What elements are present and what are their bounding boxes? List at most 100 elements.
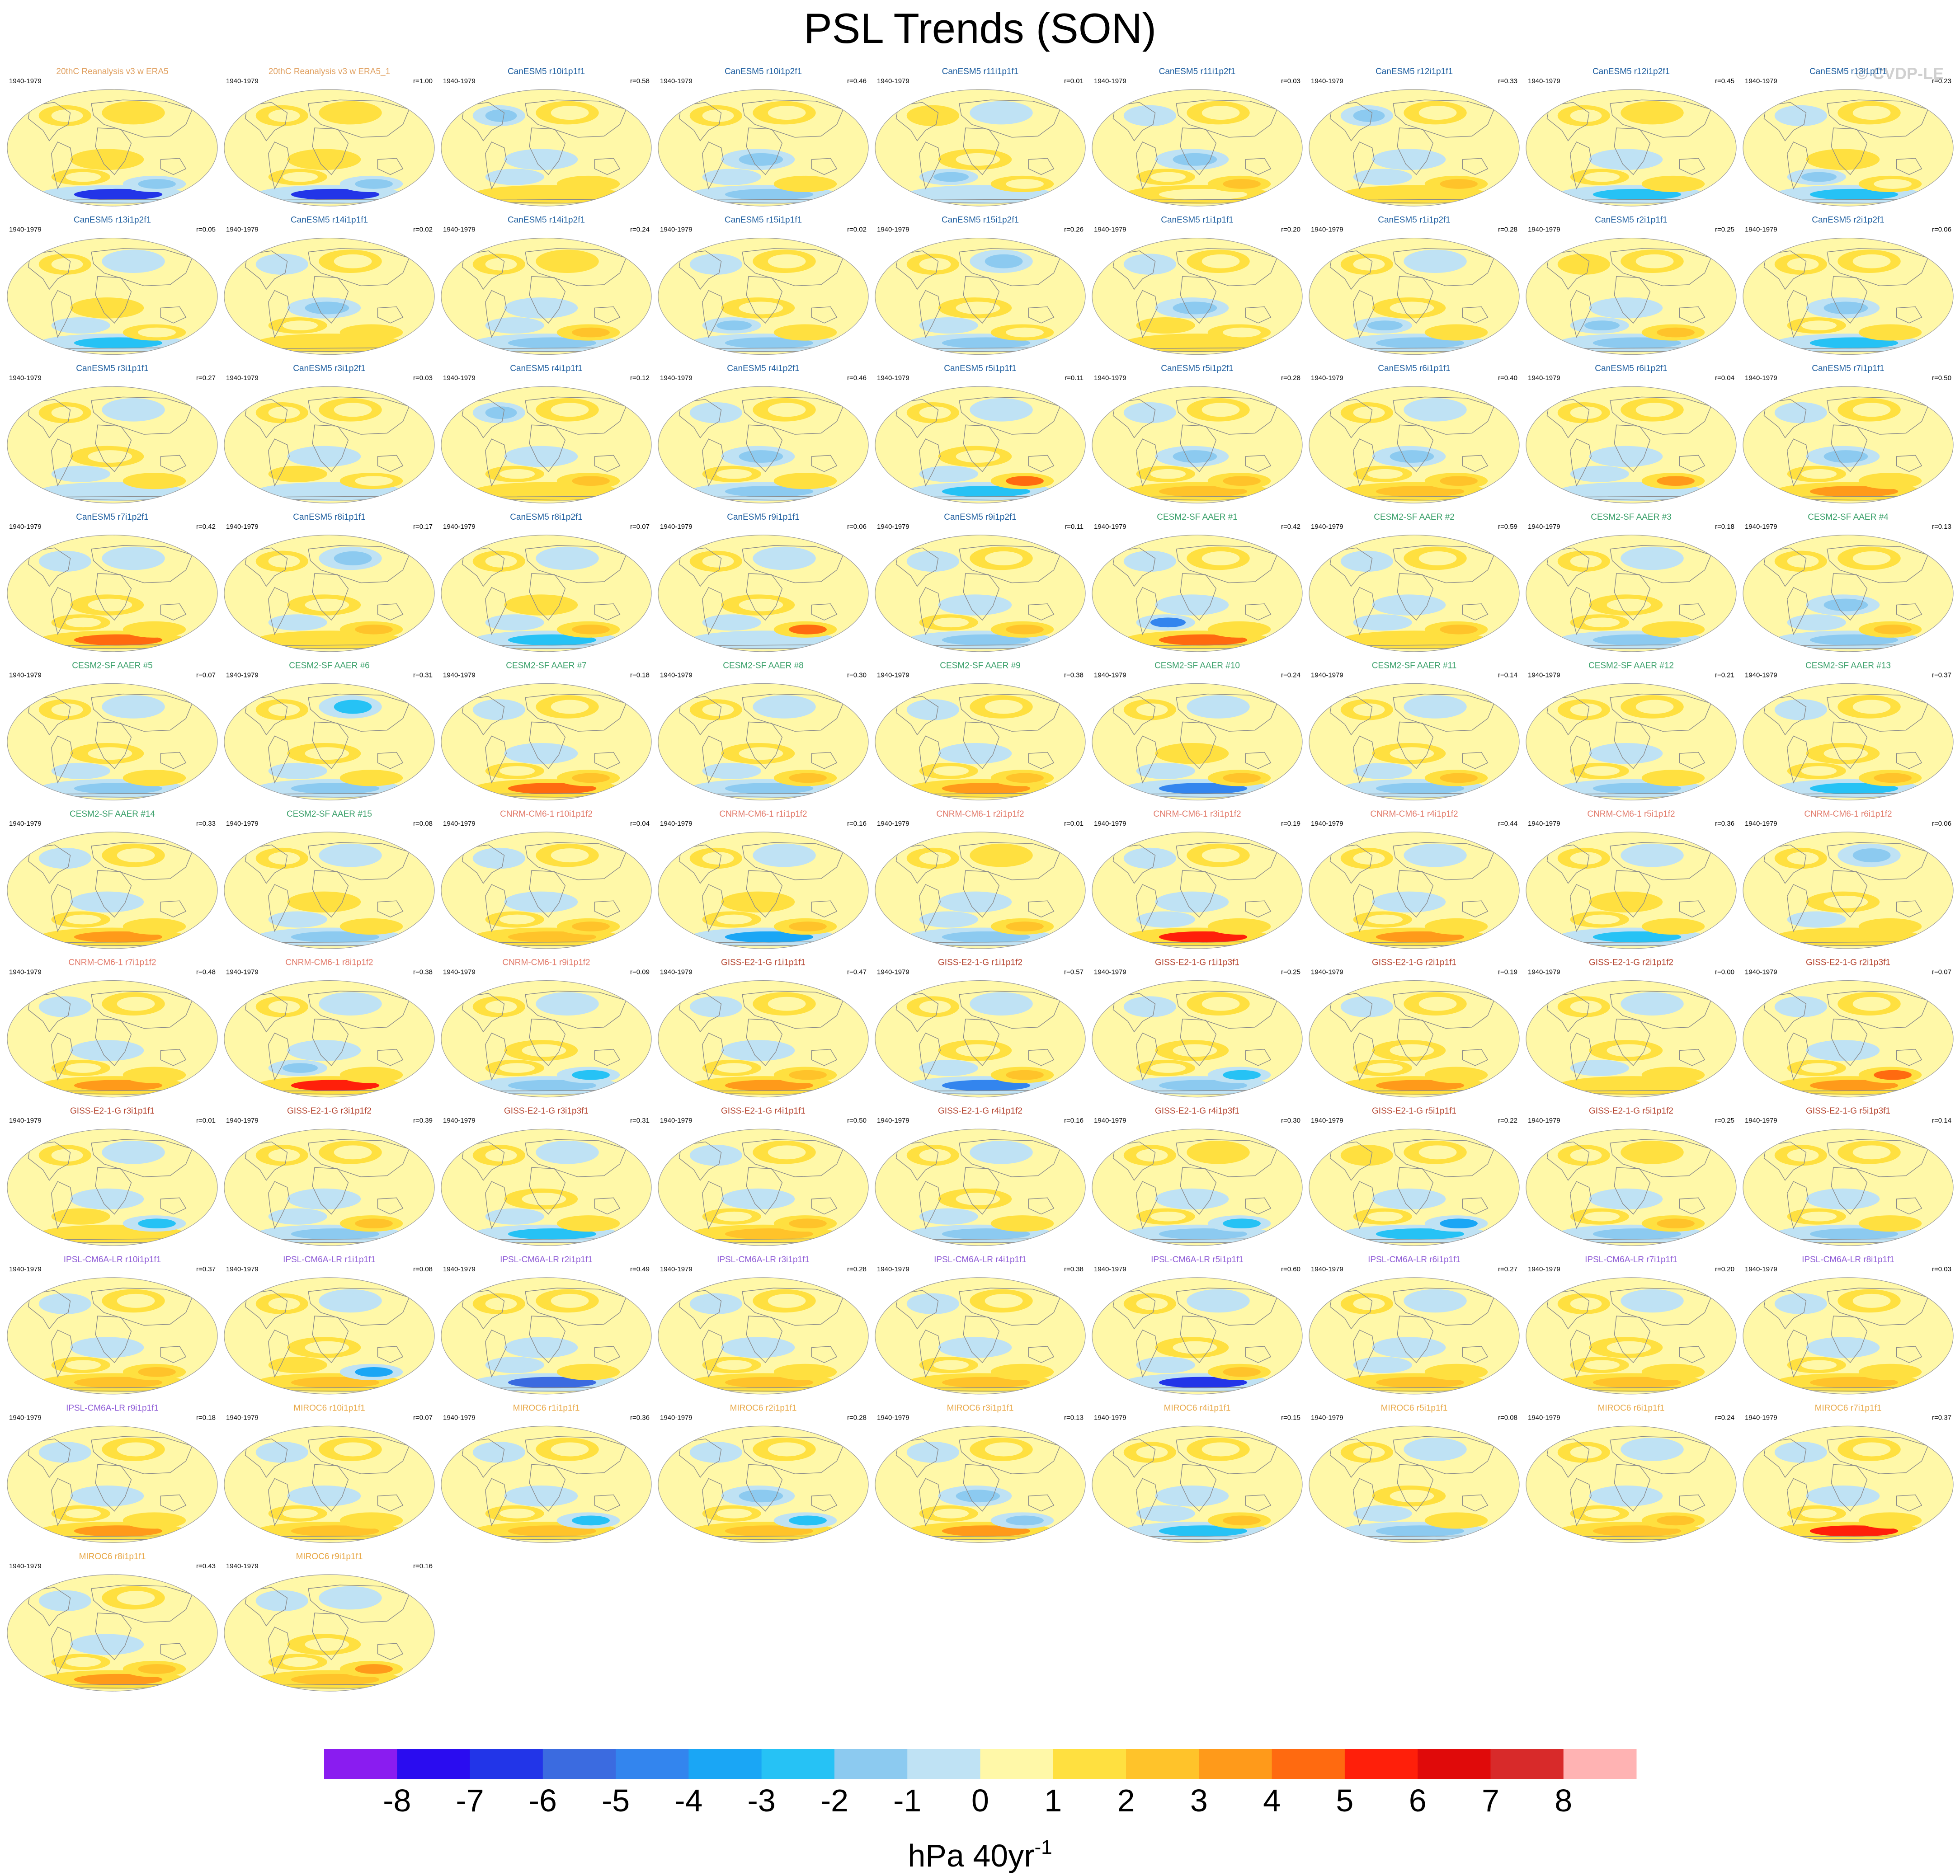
continent-outline xyxy=(1352,735,1375,784)
continent-outline xyxy=(811,900,838,918)
trend-blob-core xyxy=(522,450,566,463)
trend-blob-core xyxy=(334,848,372,863)
continent-outline xyxy=(919,587,941,635)
trend-blob-core xyxy=(355,179,393,189)
trend-blob-core xyxy=(1376,931,1465,943)
panel-period-label: 1940-1979 xyxy=(1745,671,1777,679)
map-border xyxy=(7,832,218,949)
continent-outline xyxy=(91,99,193,138)
trend-blob-core xyxy=(291,486,380,497)
panel-title: GISS-E2-1-G r4i1p3f1 xyxy=(1155,1106,1239,1116)
panel-map xyxy=(1526,1129,1736,1246)
map-border xyxy=(875,386,1086,503)
panel-map xyxy=(658,1426,868,1543)
continent-outline xyxy=(377,1643,404,1660)
continent-outline xyxy=(525,1139,627,1177)
panel-map xyxy=(1743,386,1953,503)
panel-period-label: 1940-1979 xyxy=(877,1414,909,1421)
continent-outline xyxy=(95,870,132,918)
continent-outline xyxy=(895,399,939,438)
continent-outline xyxy=(919,1478,941,1526)
trend-blob-core xyxy=(117,848,155,863)
continent-outline xyxy=(245,844,288,884)
continent-outline xyxy=(160,158,187,175)
trend-blob-core xyxy=(1223,1070,1261,1080)
trend-blob-core xyxy=(551,1293,589,1308)
map-border xyxy=(1743,1277,1954,1395)
trend-blob-core xyxy=(117,106,155,120)
trend-blob-core xyxy=(1136,109,1168,122)
continent-outline xyxy=(1831,424,1868,472)
panel-map xyxy=(7,980,217,1097)
panel-title: MIROC6 r2i1p1f1 xyxy=(730,1403,797,1413)
trend-blob-core xyxy=(291,1080,380,1091)
panel-title: CanESM5 r2i1p1f1 xyxy=(1595,216,1668,225)
continent-outline xyxy=(1569,587,1592,635)
trend-blob-core xyxy=(1584,1509,1620,1519)
continent-outline xyxy=(1569,141,1592,190)
trend-blob-core xyxy=(485,1000,517,1013)
panel-map xyxy=(658,1129,868,1246)
panel-period-label: 1940-1979 xyxy=(1094,374,1126,382)
trend-blob-core xyxy=(956,1341,1000,1354)
continent-outline xyxy=(485,438,507,487)
trend-blob-core xyxy=(522,1341,566,1354)
trend-blob-core xyxy=(138,1218,176,1229)
continent-outline xyxy=(963,1167,1000,1215)
panel-title: GISS-E2-1-G r2i1p3f1 xyxy=(1806,958,1890,968)
trend-blob-core xyxy=(933,914,969,925)
map-border xyxy=(1309,1128,1520,1246)
continent-outline xyxy=(1397,424,1434,472)
trend-blob-core xyxy=(1852,997,1891,1011)
colorbar-segment xyxy=(1490,1749,1564,1779)
trend-blob-core xyxy=(1657,476,1695,486)
trend-blob-core xyxy=(1159,1228,1248,1240)
trend-blob-core xyxy=(1635,106,1674,120)
continent-outline xyxy=(160,455,187,472)
map-border xyxy=(1309,1425,1520,1543)
colorbar-units-exponent: -1 xyxy=(1035,1836,1052,1858)
trend-blob-core xyxy=(702,1297,734,1310)
continent-outline xyxy=(746,276,783,324)
continent-outline xyxy=(1135,735,1158,784)
continent-outline xyxy=(51,884,73,932)
continent-outline xyxy=(312,573,349,621)
panel-period-label: 1940-1979 xyxy=(226,969,259,976)
continent-outline xyxy=(95,573,132,621)
continent-outline xyxy=(594,603,621,621)
continent-outline xyxy=(268,1627,290,1675)
continent-outline xyxy=(1397,127,1434,175)
continent-outline xyxy=(1546,993,1590,1033)
panel-map xyxy=(1526,832,1736,949)
continent-outline xyxy=(702,141,724,190)
trend-blob-core xyxy=(1223,773,1261,783)
continent-outline xyxy=(1679,1494,1706,1512)
colorbar-tick-label: 8 xyxy=(1555,1783,1572,1818)
panel-map xyxy=(1526,238,1736,355)
continent-outline xyxy=(1176,99,1278,138)
trend-blob-core xyxy=(282,617,318,628)
trend-blob-core xyxy=(1159,634,1248,646)
trend-blob-core xyxy=(933,320,969,330)
panel-period-label: 1940-1979 xyxy=(1745,820,1777,828)
trend-blob-core xyxy=(1376,1080,1465,1091)
continent-outline xyxy=(1329,993,1373,1033)
continent-outline xyxy=(28,696,71,736)
trend-blob-core xyxy=(282,1360,318,1370)
trend-blob-core xyxy=(499,1360,535,1370)
trend-blob-core xyxy=(1809,337,1899,349)
trend-blob-core xyxy=(508,486,597,497)
trend-blob-core xyxy=(1173,450,1217,463)
trend-blob-core xyxy=(117,997,155,1011)
map-border xyxy=(1743,89,1954,207)
